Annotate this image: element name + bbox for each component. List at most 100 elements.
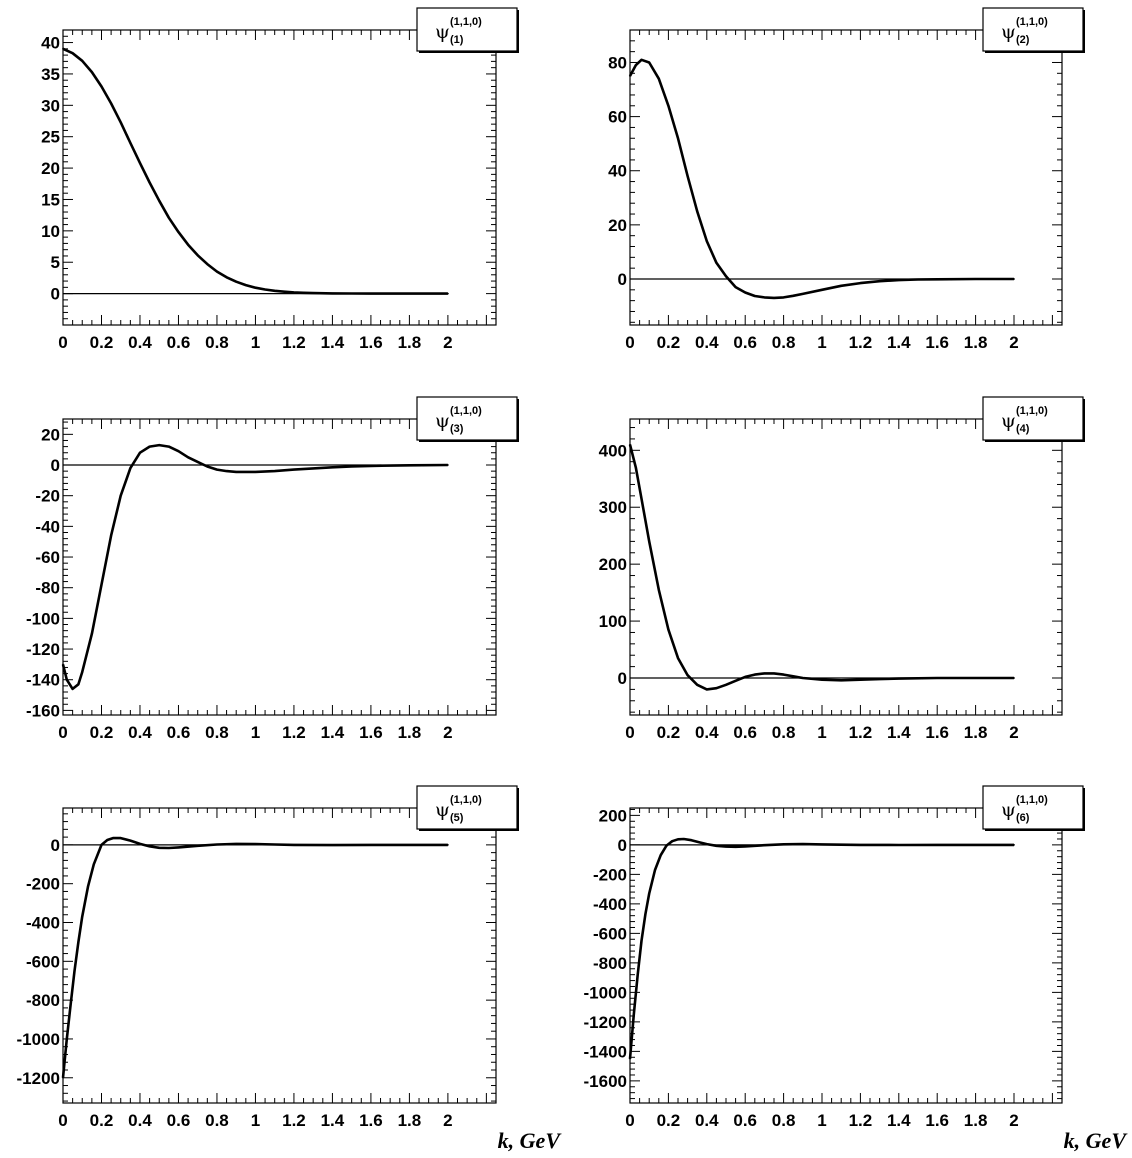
series-point xyxy=(158,444,161,446)
y-tick-label: -60 xyxy=(35,548,60,567)
series-point xyxy=(112,837,114,839)
x-tick-label: 1 xyxy=(251,723,260,742)
x-tick-label: 0.8 xyxy=(772,1111,796,1130)
series-point xyxy=(331,844,334,846)
series-point xyxy=(90,632,93,635)
series-point xyxy=(148,181,151,184)
series-point xyxy=(254,286,257,289)
series-point xyxy=(974,278,977,280)
series-point xyxy=(667,628,670,631)
series-point xyxy=(782,296,785,299)
legend-symbol: ψ xyxy=(435,21,450,43)
series-point xyxy=(331,466,334,469)
series-point xyxy=(73,970,76,972)
series-point xyxy=(187,243,189,246)
y-tick-label: 200 xyxy=(599,555,627,574)
x-tick-label: 1.6 xyxy=(359,333,383,352)
x-tick-label: 1 xyxy=(251,1111,260,1130)
series-point xyxy=(273,289,276,292)
y-tick-label: -1200 xyxy=(584,1013,627,1032)
series-point xyxy=(62,47,64,50)
series-point xyxy=(69,1003,72,1005)
x-tick-label: 0 xyxy=(58,333,67,352)
y-tick-label: -200 xyxy=(593,865,627,884)
series-point xyxy=(667,104,670,107)
x-tick-label: 1.2 xyxy=(282,1111,306,1130)
series-point xyxy=(177,846,180,849)
x-tick-label: 1.4 xyxy=(887,723,911,742)
x-tick-label: 0.6 xyxy=(733,333,757,352)
series-point xyxy=(148,445,151,448)
series-point xyxy=(936,278,939,281)
x-tick-label: 1 xyxy=(817,723,826,742)
y-tick-label: -800 xyxy=(593,954,627,973)
series-point xyxy=(690,839,693,842)
y-tick-label: 0 xyxy=(51,285,60,304)
legend-symbol: ψ xyxy=(435,799,450,821)
x-tick-label: 0.6 xyxy=(167,723,191,742)
legend-frame xyxy=(982,396,1084,441)
y-tick-label: 100 xyxy=(599,612,627,631)
series-point xyxy=(312,467,315,470)
series-point xyxy=(139,843,141,845)
x-tick-label: 1 xyxy=(817,333,826,352)
x-tick-label: 0.4 xyxy=(128,333,152,352)
x-tick-label: 1.2 xyxy=(849,723,873,742)
series-point xyxy=(389,292,392,295)
legend-symbol: ψ xyxy=(435,410,450,432)
series-point xyxy=(878,678,881,681)
x-tick-label: 0.2 xyxy=(657,333,681,352)
y-tick-label: 20 xyxy=(41,425,60,444)
series-point xyxy=(216,843,218,846)
x-tick-label: 0.4 xyxy=(695,723,719,742)
series-point xyxy=(77,941,80,943)
series-point xyxy=(196,844,199,847)
series-point xyxy=(974,677,977,679)
x-tick-label: 1.8 xyxy=(964,333,988,352)
x-tick-label: 2 xyxy=(443,1111,452,1130)
series-point xyxy=(62,1076,64,1079)
series-point xyxy=(254,843,257,845)
legend-symbol: ψ xyxy=(1001,799,1016,821)
series-point xyxy=(696,683,699,686)
series-point xyxy=(408,464,411,467)
series-point xyxy=(840,284,843,287)
series-point xyxy=(763,844,766,847)
series-point xyxy=(167,847,170,849)
y-tick-label: 80 xyxy=(608,53,627,72)
series-point xyxy=(734,845,737,848)
series-point xyxy=(148,845,151,848)
series-point xyxy=(705,240,708,243)
series-point xyxy=(744,291,747,294)
legend-frame xyxy=(416,396,518,441)
series-point xyxy=(782,673,785,676)
series-point xyxy=(225,276,228,279)
x-tick-label: 0.4 xyxy=(695,333,719,352)
legend-box: ψ (1,1,0) (4) xyxy=(982,396,1085,442)
series-line xyxy=(62,47,448,295)
chart-panel-4: 0 0.2 0.4 0.6 0.8 1 1.2 1.4 1.6 1.8 2 0 100 200 300 400… xyxy=(599,396,1085,742)
y-tick-label: -800 xyxy=(26,991,60,1010)
x-tick-label: 0.8 xyxy=(772,723,796,742)
x-tick-label: 1.8 xyxy=(964,1111,988,1130)
x-tick-label: 1.4 xyxy=(321,333,345,352)
x-tick-label: 2 xyxy=(443,723,452,742)
y-tick-label: -80 xyxy=(35,579,60,598)
series-point xyxy=(293,291,295,294)
series-point xyxy=(734,679,737,682)
series-point xyxy=(177,231,180,234)
series-point xyxy=(293,468,295,471)
series-point xyxy=(682,838,685,840)
series-point xyxy=(636,973,639,976)
y-tick-label: 15 xyxy=(41,190,60,209)
series-point xyxy=(659,854,662,857)
series-point xyxy=(92,863,95,866)
y-tick-label: 30 xyxy=(41,96,60,115)
legend-superscript: (1,1,0) xyxy=(1016,794,1048,806)
series-point xyxy=(821,678,823,681)
series-point xyxy=(129,839,132,842)
series-point xyxy=(715,687,718,690)
series-point xyxy=(62,663,64,666)
y-tick-label: 60 xyxy=(608,108,627,127)
